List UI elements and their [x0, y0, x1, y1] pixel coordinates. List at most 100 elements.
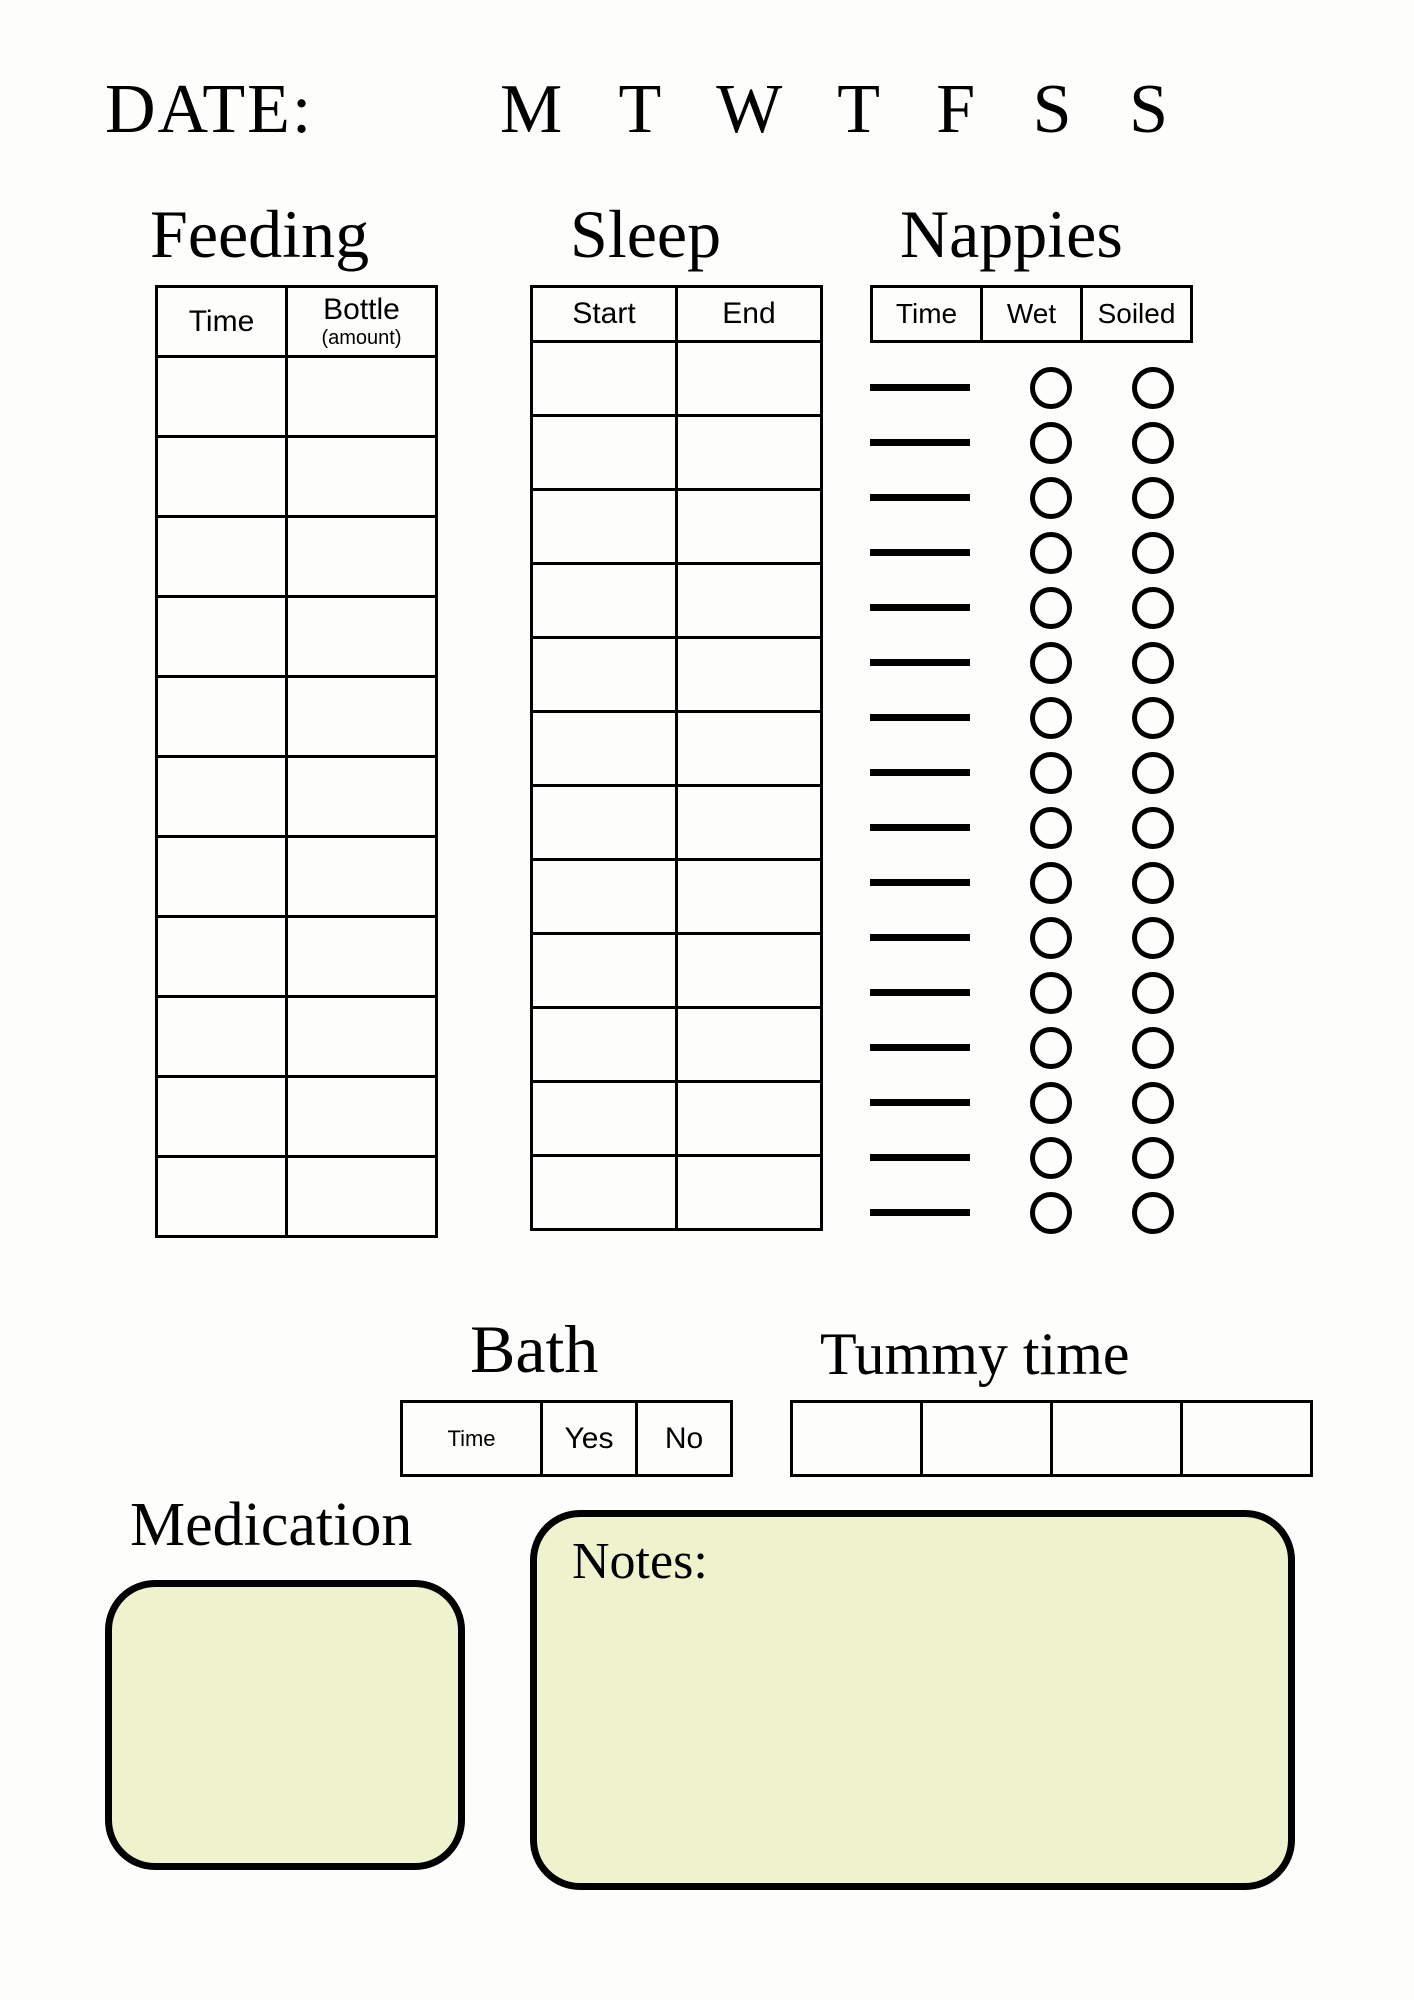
- feeding-row[interactable]: [157, 997, 437, 1077]
- nappies-time-line[interactable]: [870, 1154, 970, 1161]
- nappies-soiled-circle[interactable]: [1132, 642, 1174, 684]
- sleep-row[interactable]: [532, 1156, 822, 1230]
- nappies-time-line[interactable]: [870, 494, 970, 501]
- nappies-time-line[interactable]: [870, 769, 970, 776]
- bath-col-time: Time: [402, 1402, 542, 1476]
- sleep-row[interactable]: [532, 638, 822, 712]
- feeding-row[interactable]: [157, 1157, 437, 1237]
- feeding-col-bottle: Bottle (amount): [287, 287, 437, 357]
- nappies-wet-circle[interactable]: [1030, 367, 1072, 409]
- tummy-time-cell[interactable]: [1052, 1402, 1182, 1476]
- nappies-time-line[interactable]: [870, 659, 970, 666]
- nappies-wet-circle[interactable]: [1030, 1137, 1072, 1179]
- sleep-row[interactable]: [532, 934, 822, 1008]
- sleep-row[interactable]: [532, 490, 822, 564]
- nappies-time-line[interactable]: [870, 824, 970, 831]
- nappies-soiled-circle[interactable]: [1132, 587, 1174, 629]
- nappies-wet-circle[interactable]: [1030, 1192, 1072, 1234]
- nappies-row[interactable]: [870, 525, 1204, 580]
- nappies-wet-circle[interactable]: [1030, 862, 1072, 904]
- nappies-row[interactable]: [870, 580, 1204, 635]
- feeding-row[interactable]: [157, 677, 437, 757]
- nappies-time-line[interactable]: [870, 989, 970, 996]
- nappies-wet-circle[interactable]: [1030, 422, 1072, 464]
- sleep-row[interactable]: [532, 342, 822, 416]
- tummy-time-cell[interactable]: [792, 1402, 922, 1476]
- sleep-row[interactable]: [532, 712, 822, 786]
- nappies-row[interactable]: [870, 1020, 1204, 1075]
- nappies-time-line[interactable]: [870, 1099, 970, 1106]
- nappies-time-line[interactable]: [870, 604, 970, 611]
- nappies-wet-circle[interactable]: [1030, 477, 1072, 519]
- nappies-row[interactable]: [870, 800, 1204, 855]
- nappies-time-line[interactable]: [870, 549, 970, 556]
- nappies-soiled-circle[interactable]: [1132, 917, 1174, 959]
- nappies-soiled-circle[interactable]: [1132, 697, 1174, 739]
- feeding-row[interactable]: [157, 517, 437, 597]
- nappies-row[interactable]: [870, 690, 1204, 745]
- feeding-row[interactable]: [157, 917, 437, 997]
- nappies-soiled-circle[interactable]: [1132, 862, 1174, 904]
- nappies-time-line[interactable]: [870, 714, 970, 721]
- nappies-col-wet: Wet: [982, 287, 1082, 342]
- nappies-row[interactable]: [870, 910, 1204, 965]
- nappies-wet-circle[interactable]: [1030, 642, 1072, 684]
- nappies-wet-circle[interactable]: [1030, 1082, 1072, 1124]
- nappies-soiled-circle[interactable]: [1132, 422, 1174, 464]
- feeding-col-time: Time: [157, 287, 287, 357]
- nappies-row[interactable]: [870, 965, 1204, 1020]
- feeding-row[interactable]: [157, 837, 437, 917]
- nappies-wet-circle[interactable]: [1030, 807, 1072, 849]
- nappies-wet-circle[interactable]: [1030, 532, 1072, 574]
- nappies-soiled-circle[interactable]: [1132, 477, 1174, 519]
- nappies-wet-circle[interactable]: [1030, 697, 1072, 739]
- nappies-row[interactable]: [870, 415, 1204, 470]
- sleep-row[interactable]: [532, 1082, 822, 1156]
- nappies-row[interactable]: [870, 1075, 1204, 1130]
- feeding-row[interactable]: [157, 437, 437, 517]
- nappies-row[interactable]: [870, 360, 1204, 415]
- nappies-time-line[interactable]: [870, 1044, 970, 1051]
- nappies-row[interactable]: [870, 855, 1204, 910]
- nappies-row[interactable]: [870, 470, 1204, 525]
- medication-box[interactable]: [105, 1580, 465, 1870]
- nappies-soiled-circle[interactable]: [1132, 1192, 1174, 1234]
- nappies-wet-circle[interactable]: [1030, 752, 1072, 794]
- nappies-time-line[interactable]: [870, 934, 970, 941]
- nappies-wet-circle[interactable]: [1030, 1027, 1072, 1069]
- bath-col-yes: Yes: [542, 1402, 637, 1476]
- tummy-time-cell[interactable]: [1182, 1402, 1312, 1476]
- nappies-soiled-circle[interactable]: [1132, 367, 1174, 409]
- feeding-row[interactable]: [157, 1077, 437, 1157]
- sleep-row[interactable]: [532, 1008, 822, 1082]
- feeding-row[interactable]: [157, 757, 437, 837]
- sleep-row[interactable]: [532, 786, 822, 860]
- nappies-wet-circle[interactable]: [1030, 972, 1072, 1014]
- nappies-row[interactable]: [870, 635, 1204, 690]
- nappies-row[interactable]: [870, 745, 1204, 800]
- nappies-soiled-circle[interactable]: [1132, 1137, 1174, 1179]
- nappies-row[interactable]: [870, 1185, 1204, 1240]
- nappies-time-line[interactable]: [870, 384, 970, 391]
- nappies-soiled-circle[interactable]: [1132, 972, 1174, 1014]
- bath-title: Bath: [470, 1310, 598, 1389]
- nappies-soiled-circle[interactable]: [1132, 752, 1174, 794]
- nappies-row[interactable]: [870, 1130, 1204, 1185]
- nappies-time-line[interactable]: [870, 439, 970, 446]
- nappies-wet-circle[interactable]: [1030, 587, 1072, 629]
- nappies-time-line[interactable]: [870, 1209, 970, 1216]
- sleep-row[interactable]: [532, 564, 822, 638]
- nappies-wet-circle[interactable]: [1030, 917, 1072, 959]
- nappies-soiled-circle[interactable]: [1132, 1082, 1174, 1124]
- sleep-row[interactable]: [532, 860, 822, 934]
- nappies-time-line[interactable]: [870, 879, 970, 886]
- sleep-row[interactable]: [532, 416, 822, 490]
- tummy-time-cell[interactable]: [922, 1402, 1052, 1476]
- notes-box[interactable]: Notes:: [530, 1510, 1295, 1890]
- nappies-soiled-circle[interactable]: [1132, 807, 1174, 849]
- nappies-col-time: Time: [872, 287, 982, 342]
- nappies-soiled-circle[interactable]: [1132, 1027, 1174, 1069]
- feeding-row[interactable]: [157, 357, 437, 437]
- nappies-soiled-circle[interactable]: [1132, 532, 1174, 574]
- feeding-row[interactable]: [157, 597, 437, 677]
